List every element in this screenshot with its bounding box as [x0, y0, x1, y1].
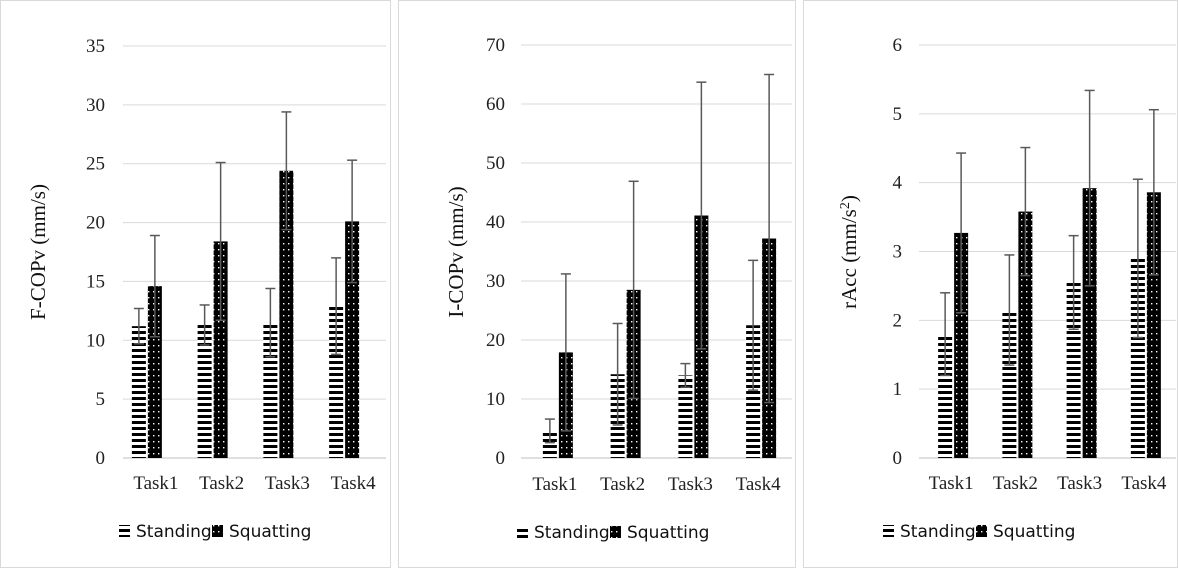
- standing-bar: [197, 324, 212, 458]
- legend-swatch-squatting: [976, 525, 987, 537]
- legend-swatch-standing: [883, 525, 894, 537]
- y-tick-label: 1: [893, 379, 903, 400]
- squatting-bar: [1146, 192, 1161, 458]
- x-tick-label: Task3: [265, 473, 310, 494]
- y-tick-label: 20: [86, 213, 105, 234]
- y-tick-label: 20: [486, 330, 505, 351]
- legend-swatch-squatting: [212, 525, 223, 537]
- y-tick-label: 10: [86, 330, 105, 351]
- legend-label-squatting: Squatting: [993, 522, 1075, 542]
- x-tick-label: Task4: [331, 473, 377, 494]
- legend-swatch-standing: [119, 525, 130, 537]
- squatting-bar: [345, 221, 360, 458]
- chart-panel-icopv: 0 10 20 30 40 50 60 70 I-COPv (mm/s) Task1 Task2 Ta…: [398, 0, 796, 568]
- standing-bar: [1002, 310, 1017, 458]
- x-tick-label: Task3: [1057, 473, 1102, 494]
- y-tick-label: 5: [893, 104, 903, 125]
- fcopv-bar-chart: 0 5 10 15 20 25 30 35 F-COPv (mm/s) Task1 Task2 Tas…: [26, 36, 386, 542]
- y-tick-label: 2: [893, 310, 903, 331]
- y-tick-label: 0: [893, 448, 903, 469]
- legend-label-standing: Standing: [900, 522, 976, 542]
- x-tick-label: Task1: [532, 474, 577, 495]
- y-tick-label: 30: [486, 271, 505, 292]
- y-tick-label: 50: [486, 153, 505, 174]
- x-tick-label: Task1: [929, 473, 974, 494]
- x-tick-label: Task4: [1121, 473, 1167, 494]
- y-tick-label: 35: [86, 36, 105, 57]
- y-tick-label: 30: [86, 95, 105, 116]
- standing-bar: [542, 430, 557, 458]
- squatting-bar: [147, 286, 162, 458]
- standing-bar: [678, 375, 693, 458]
- y-axis-label: rAcc (mm/s2): [837, 195, 861, 309]
- y-tick-label: 3: [893, 242, 903, 263]
- legend-label-squatting: Squatting: [229, 522, 311, 542]
- standing-bar: [329, 306, 344, 458]
- legend-label-standing: Standing: [534, 523, 610, 543]
- x-tick-label: Task4: [736, 474, 782, 495]
- legend-swatch-squatting: [610, 526, 621, 538]
- squatting-bar: [213, 241, 228, 458]
- legend-label-squatting: Squatting: [627, 523, 709, 543]
- y-tick-label: 6: [893, 35, 903, 56]
- y-tick-label: 15: [86, 271, 105, 292]
- y-tick-label: 60: [486, 94, 505, 115]
- y-tick-label: 5: [96, 389, 106, 410]
- standing-bar: [131, 326, 146, 458]
- y-tick-label: 70: [486, 35, 505, 56]
- standing-bar: [746, 325, 761, 458]
- icopv-bar-chart: 0 10 20 30 40 50 60 70 I-COPv (mm/s) Task1 Task2 Ta…: [444, 35, 792, 543]
- x-tick-label: Task1: [133, 473, 178, 494]
- x-tick-label: Task2: [199, 473, 244, 494]
- y-tick-label: 4: [893, 173, 903, 194]
- chart-panel-fcopv: 0 5 10 15 20 25 30 35 F-COPv (mm/s) Task1 Task2 Tas…: [0, 0, 391, 568]
- y-tick-label: 0: [496, 448, 506, 469]
- x-tick-label: Task3: [668, 474, 713, 495]
- squatting-bar: [1018, 211, 1033, 458]
- y-tick-label: 25: [86, 154, 105, 175]
- squatting-bar: [954, 232, 969, 458]
- chart-panel-racc: 0 1 2 3 4 5 6 rAcc (mm/s2) Task1 Task2 Task3 Task4 S…: [803, 0, 1178, 568]
- y-tick-label: 0: [96, 448, 106, 469]
- y-tick-label: 40: [486, 212, 505, 233]
- squatting-bar: [279, 170, 294, 458]
- legend-swatch-standing: [517, 526, 528, 538]
- standing-bar: [1066, 282, 1081, 458]
- squatting-bar: [1082, 188, 1097, 458]
- legend-label-standing: Standing: [136, 522, 212, 542]
- y-tick-label: 10: [486, 389, 505, 410]
- standing-bar: [938, 334, 953, 458]
- racc-bar-chart: 0 1 2 3 4 5 6 rAcc (mm/s2) Task1 Task2 Task3 Task4 S…: [837, 35, 1176, 542]
- standing-bar: [1130, 258, 1145, 458]
- y-axis-label: I-COPv (mm/s): [444, 186, 468, 317]
- y-axis-label: F-COPv (mm/s): [26, 184, 50, 320]
- x-tick-label: Task2: [993, 473, 1038, 494]
- x-tick-label: Task2: [600, 474, 645, 495]
